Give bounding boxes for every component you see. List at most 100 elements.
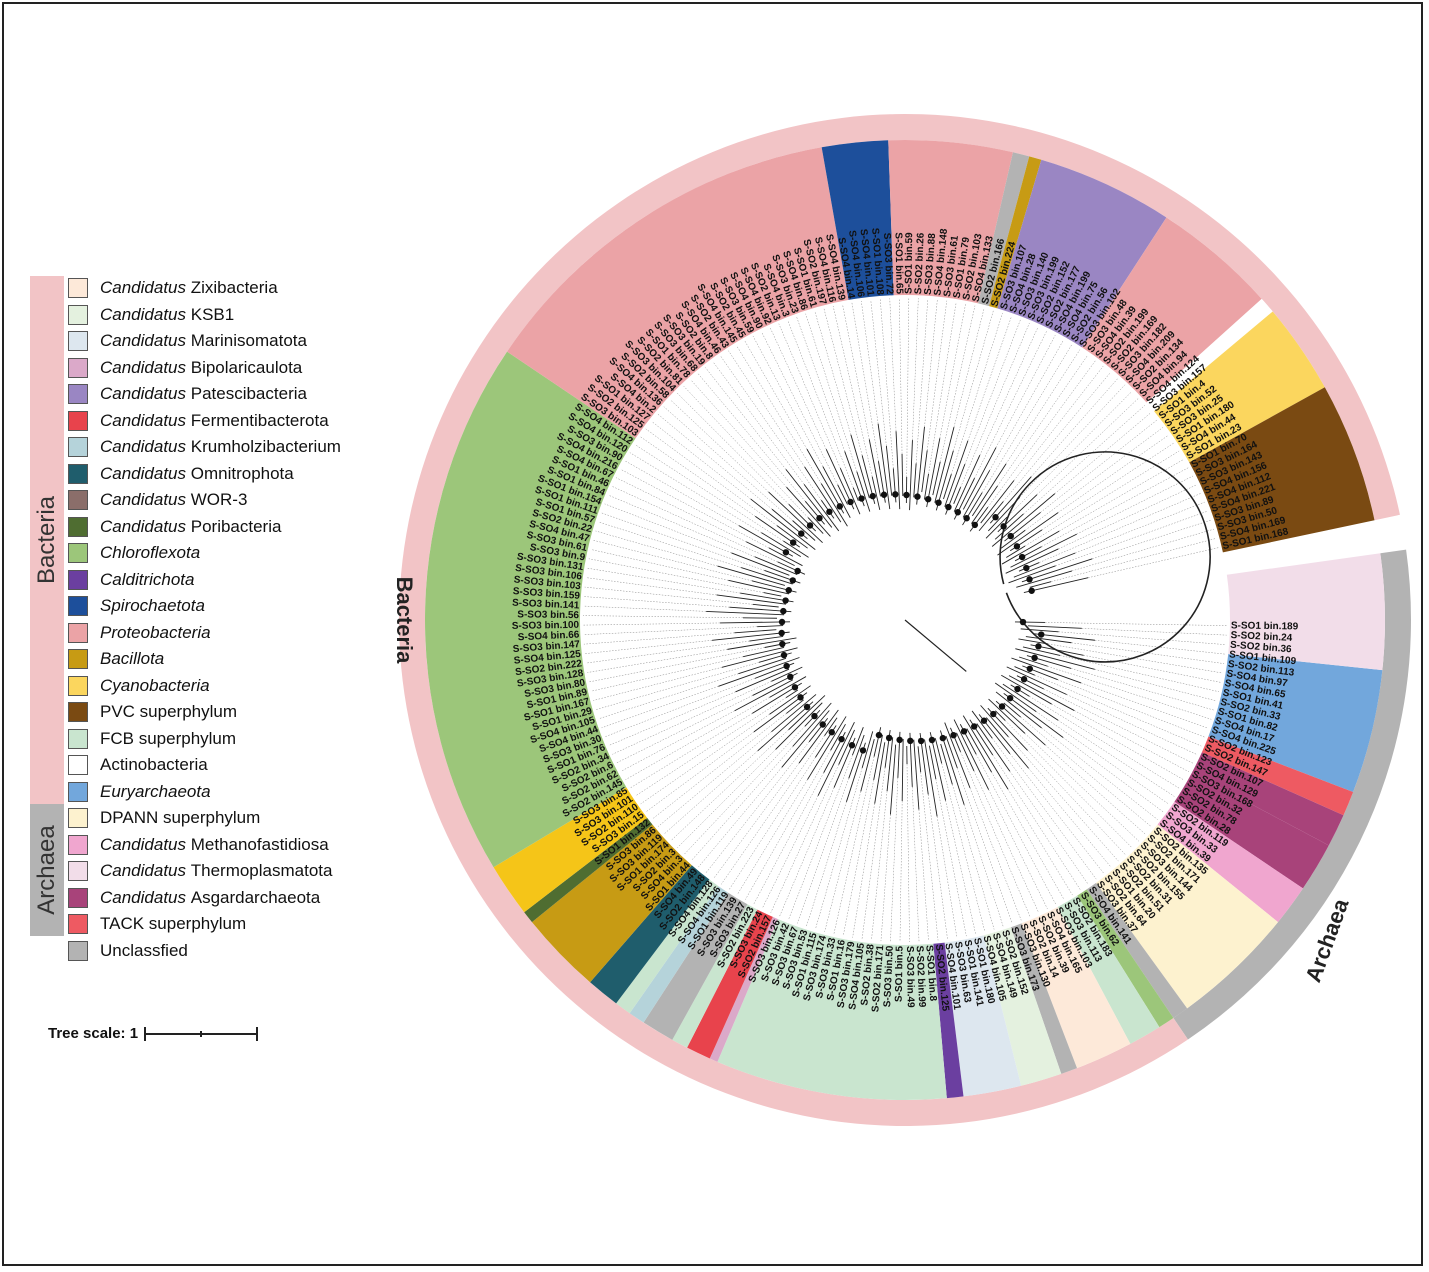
support-node <box>917 737 925 745</box>
branch <box>830 723 846 751</box>
support-node <box>783 662 790 670</box>
leaf-connector <box>1005 720 1133 849</box>
branch <box>997 512 1059 556</box>
leaf-connector <box>1057 720 1175 797</box>
legend-item: Spirochaetota <box>68 594 205 618</box>
branch <box>788 695 826 731</box>
clade-segment <box>1146 298 1273 412</box>
branch <box>785 469 833 528</box>
branch <box>966 728 992 773</box>
branch <box>728 579 789 595</box>
support-node <box>1031 654 1038 662</box>
leaf-connector <box>1058 484 1198 550</box>
leaf-connector <box>624 460 740 526</box>
leaf-connector <box>616 695 753 764</box>
clade-segment <box>1082 217 1262 403</box>
branch <box>1011 657 1082 684</box>
tree-scale-label: Tree scale: 1 <box>48 1025 139 1042</box>
support-node <box>838 735 845 743</box>
leaf-connector <box>663 406 793 521</box>
legend-item: Proteobacteria <box>68 621 211 645</box>
support-node <box>1006 694 1014 702</box>
leaf-connector <box>584 640 713 654</box>
branch <box>953 487 962 504</box>
leaf-connector <box>1041 442 1175 531</box>
legend-swatch <box>68 357 88 378</box>
branch <box>1006 666 1067 695</box>
leaf-connector <box>989 339 1064 471</box>
leaf-connector <box>851 302 879 462</box>
branch <box>969 506 989 532</box>
support-node <box>875 731 883 739</box>
branch <box>837 484 848 505</box>
support-node <box>1028 587 1035 594</box>
support-node <box>990 710 997 718</box>
branch <box>953 455 981 512</box>
branch <box>980 705 1009 738</box>
leaf-connector <box>697 373 806 502</box>
leaf-connector <box>861 767 886 940</box>
clade-segment <box>1153 311 1325 463</box>
legend-item: Candidatus Fermentibacterota <box>68 409 329 433</box>
leaf-connector <box>1024 450 1180 547</box>
branch <box>792 702 832 747</box>
legend-swatch <box>68 649 88 669</box>
legend-item: Unclassfied <box>68 939 188 963</box>
branch <box>721 647 798 668</box>
legend-swatch <box>68 675 88 696</box>
leaf-connector <box>1059 655 1219 692</box>
clade-color-ring <box>425 140 1385 1100</box>
legend-bacteria-label: Bacteria <box>33 495 60 585</box>
branch <box>901 454 904 497</box>
legend-item: Candidatus Patescibacteria <box>68 382 307 406</box>
leaf-connector <box>651 421 751 500</box>
branch <box>1005 548 1059 574</box>
leaf-connector <box>1024 733 1140 842</box>
legend-label: Spirochaetota <box>100 596 205 615</box>
branch <box>1015 648 1095 670</box>
leaf-connector <box>912 298 919 441</box>
leaf-connector <box>684 726 806 855</box>
leaf-connector <box>992 754 1081 891</box>
branch <box>916 426 925 505</box>
leaf-connector <box>1057 679 1205 738</box>
support-node <box>787 673 794 681</box>
leaf-connector <box>769 327 827 450</box>
branch <box>1008 675 1075 711</box>
branch <box>987 496 1021 532</box>
legend-item: Cyanobacteria <box>68 674 210 698</box>
leaf-connector <box>583 615 744 619</box>
legend-swatch <box>68 384 88 404</box>
branch <box>781 710 830 768</box>
leaf-connector <box>861 300 879 424</box>
leaf-connector <box>584 586 753 605</box>
support-node <box>950 731 957 739</box>
leaf-label: S-SO2 bin.26 <box>913 232 927 295</box>
branch <box>980 480 1015 524</box>
leaf-connector <box>620 468 770 549</box>
support-node <box>785 587 792 594</box>
legend-label: Calditrichota <box>100 569 195 589</box>
branch <box>717 565 785 586</box>
leaf-connector <box>612 681 772 755</box>
branch <box>734 679 794 712</box>
legend-label: Candidatus Bipolaricaulota <box>100 357 303 377</box>
legend-label: Candidatus Marinisomatota <box>100 331 307 350</box>
branch <box>913 463 917 498</box>
branch <box>901 738 904 801</box>
clade-segment <box>1057 895 1160 1044</box>
legend-swatch <box>68 914 88 934</box>
leaf-connector <box>720 355 822 501</box>
leaf-label: S-SO3 bin.141 <box>512 598 580 612</box>
branch <box>877 423 891 510</box>
support-node <box>780 651 788 659</box>
support-node <box>803 703 811 711</box>
leaf-label: S-SO2 bin.24 <box>1230 630 1293 644</box>
support-node <box>896 736 903 744</box>
clade-segment <box>629 886 728 1023</box>
legend-label: Candidatus Zixibacteria <box>100 278 278 297</box>
support-node <box>971 521 979 529</box>
branch <box>1019 656 1048 667</box>
support-node <box>779 640 786 648</box>
leaf-label: S-SO3 bin.50 <box>882 945 896 1008</box>
